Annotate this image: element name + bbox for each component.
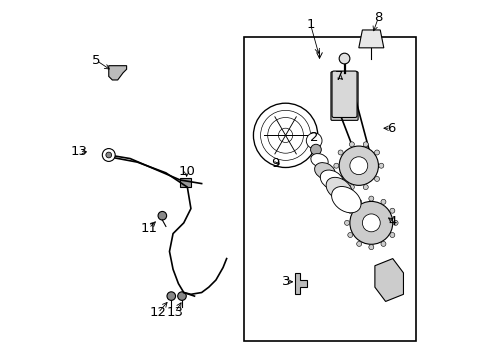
Circle shape (378, 163, 383, 168)
Ellipse shape (310, 144, 321, 155)
Circle shape (356, 242, 361, 246)
Text: 5: 5 (92, 54, 101, 67)
Text: 7: 7 (334, 70, 343, 83)
Circle shape (374, 150, 379, 155)
Circle shape (344, 220, 349, 225)
Circle shape (347, 233, 352, 238)
Ellipse shape (331, 186, 360, 213)
Circle shape (380, 242, 385, 246)
Circle shape (102, 149, 115, 161)
Text: 8: 8 (373, 11, 382, 24)
FancyBboxPatch shape (331, 71, 356, 117)
Ellipse shape (305, 133, 322, 149)
Circle shape (368, 245, 373, 249)
Circle shape (347, 208, 352, 213)
Circle shape (348, 185, 354, 190)
Circle shape (339, 53, 349, 64)
Circle shape (362, 214, 380, 232)
Ellipse shape (320, 170, 343, 190)
Text: 2: 2 (309, 131, 318, 144)
Circle shape (106, 152, 111, 158)
Text: 12: 12 (149, 306, 166, 319)
Ellipse shape (325, 177, 351, 201)
Circle shape (348, 142, 354, 147)
Text: 4: 4 (388, 215, 396, 228)
Text: 6: 6 (386, 122, 394, 135)
FancyBboxPatch shape (330, 72, 357, 120)
Ellipse shape (310, 154, 327, 167)
Circle shape (356, 199, 361, 204)
Circle shape (333, 163, 338, 168)
Circle shape (392, 220, 397, 225)
Text: 9: 9 (270, 157, 279, 170)
Circle shape (177, 292, 186, 300)
Text: 1: 1 (305, 18, 314, 31)
Circle shape (368, 196, 373, 201)
Ellipse shape (314, 163, 334, 180)
Bar (180, 178, 190, 187)
Circle shape (380, 199, 385, 204)
Bar (244, 37, 415, 341)
Circle shape (349, 157, 367, 175)
Text: 13: 13 (71, 145, 88, 158)
Text: 10: 10 (178, 165, 195, 177)
Polygon shape (108, 66, 126, 80)
Text: 11: 11 (140, 222, 157, 235)
Circle shape (349, 202, 392, 244)
Text: 13: 13 (166, 306, 183, 319)
Circle shape (374, 176, 379, 181)
Circle shape (253, 103, 317, 167)
Text: 3: 3 (281, 275, 289, 288)
Polygon shape (374, 258, 403, 301)
Polygon shape (294, 273, 306, 294)
Circle shape (389, 208, 394, 213)
Circle shape (339, 146, 378, 185)
Circle shape (363, 142, 367, 147)
Circle shape (158, 211, 166, 220)
Circle shape (363, 185, 367, 190)
Polygon shape (358, 30, 383, 48)
Circle shape (337, 150, 343, 155)
Circle shape (337, 176, 343, 181)
Circle shape (389, 233, 394, 238)
Circle shape (166, 292, 175, 300)
